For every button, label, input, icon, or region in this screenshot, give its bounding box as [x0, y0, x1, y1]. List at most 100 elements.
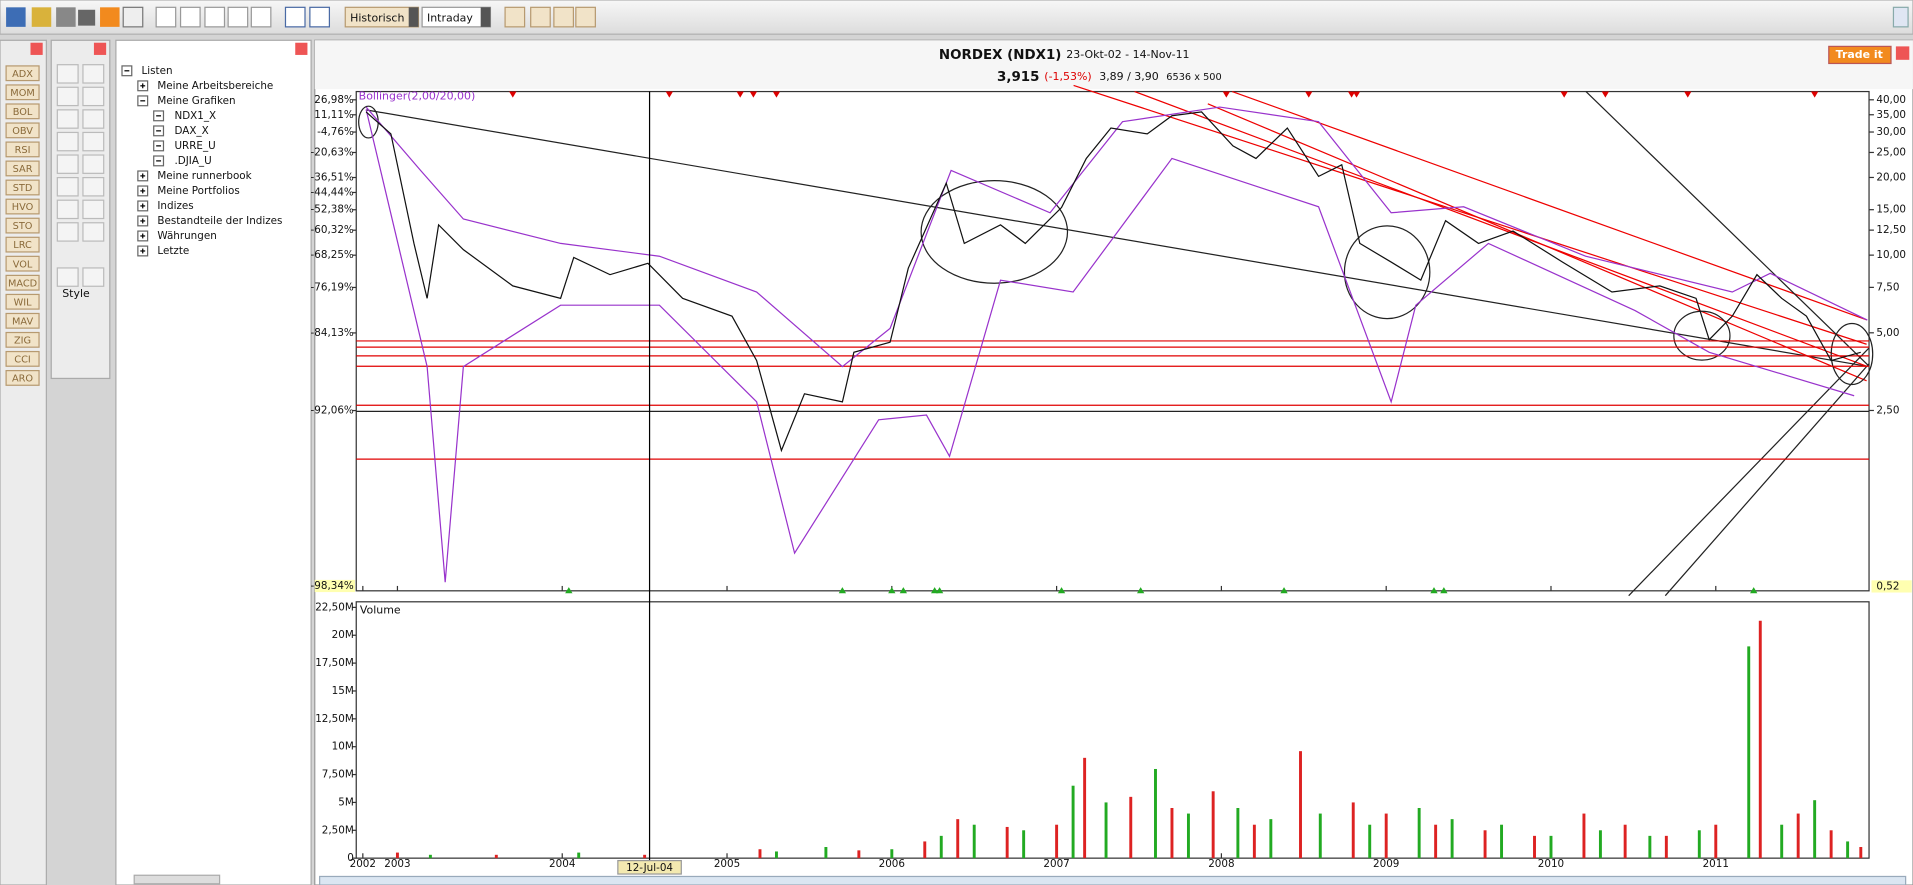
chart-bar-icon[interactable]	[179, 6, 201, 28]
chart-line-icon[interactable]	[155, 6, 177, 28]
open-icon[interactable]	[31, 7, 52, 27]
tool-button[interactable]	[82, 267, 105, 287]
tool-button[interactable]	[56, 267, 79, 287]
tool-button[interactable]	[56, 154, 79, 174]
chart-area-icon[interactable]	[227, 6, 249, 28]
list-icon[interactable]	[284, 6, 306, 28]
indicator-button[interactable]	[5, 198, 40, 215]
chart-candle-icon[interactable]	[204, 6, 226, 28]
tree-item[interactable]: Meine runnerbook	[157, 170, 251, 182]
indicator-button[interactable]	[5, 274, 40, 291]
tool-button[interactable]	[56, 131, 79, 152]
tool-button[interactable]	[82, 109, 105, 129]
chart-scrollbar[interactable]	[319, 875, 1907, 885]
trade-button[interactable]	[1828, 45, 1892, 65]
tools-icon[interactable]	[56, 7, 76, 27]
volume-bar	[1417, 807, 1421, 859]
tool-button[interactable]	[82, 222, 105, 242]
tool-button[interactable]	[82, 177, 105, 197]
indicator-button[interactable]	[5, 141, 40, 158]
indicator-label[interactable]: HVO	[12, 202, 34, 213]
dropdown-arrow[interactable]	[408, 7, 419, 27]
tree-item[interactable]: URRE_U	[174, 140, 215, 152]
tree-item[interactable]: .DJIA_U	[174, 155, 211, 167]
help-icon[interactable]	[1892, 6, 1909, 28]
indicator-button[interactable]	[5, 350, 40, 367]
save-icon[interactable]	[6, 7, 26, 27]
indicator-button[interactable]	[5, 369, 40, 386]
tree-item[interactable]: Meine Portfolios	[157, 185, 239, 197]
print-icon[interactable]	[78, 9, 96, 26]
indicator-button[interactable]	[5, 236, 40, 253]
indicator-button[interactable]	[5, 255, 40, 272]
window-icon[interactable]	[553, 6, 575, 28]
indicator-label[interactable]: ZIG	[14, 335, 31, 346]
tree-item[interactable]: Bestandteile der Indizes	[157, 215, 282, 227]
dropdown-arrow[interactable]	[480, 7, 491, 27]
chart-compare-icon[interactable]	[250, 6, 272, 28]
indicator-button[interactable]	[5, 217, 40, 234]
table-icon[interactable]	[309, 6, 331, 28]
tree-item[interactable]: Meine Grafiken	[157, 95, 235, 107]
tool-button[interactable]	[82, 64, 105, 84]
tool-button[interactable]	[56, 177, 79, 197]
tree-item[interactable]: Indizes	[157, 200, 193, 212]
indicator-label[interactable]: ADX	[12, 69, 33, 80]
tool-button[interactable]	[82, 86, 105, 107]
indicator-button[interactable]	[5, 179, 40, 196]
indicator-label[interactable]: OBV	[12, 126, 33, 137]
indicator-label[interactable]: ARO	[12, 374, 33, 385]
tool-button[interactable]	[56, 109, 79, 129]
tool-button[interactable]	[56, 86, 79, 107]
indicator-label[interactable]: LRC	[13, 240, 32, 251]
adx-icon[interactable]	[530, 6, 551, 28]
trendline	[1628, 347, 1870, 597]
user-icon[interactable]	[100, 7, 120, 27]
indicator-label[interactable]: CCI	[14, 354, 30, 365]
indicator-label[interactable]: WIL	[14, 297, 33, 308]
indicator-label[interactable]: SAR	[13, 164, 33, 175]
indicator-label[interactable]: BOL	[13, 107, 33, 118]
indicator-button[interactable]	[5, 160, 40, 177]
indicator-button[interactable]	[5, 84, 40, 101]
tool-button[interactable]	[82, 199, 105, 220]
tree-item[interactable]: Meine Arbeitsbereiche	[157, 80, 273, 92]
tool-button[interactable]	[56, 199, 79, 220]
scrollbar[interactable]	[133, 874, 221, 885]
indicator-label[interactable]: VOL	[13, 259, 33, 270]
indicator-label[interactable]: RSI	[15, 145, 31, 156]
indicator-button[interactable]	[5, 293, 40, 310]
indicator-button[interactable]	[5, 312, 40, 329]
close-button[interactable]	[1895, 46, 1910, 60]
close-button[interactable]	[295, 42, 308, 55]
tree-item[interactable]: Letzte	[157, 245, 189, 257]
indicator-label[interactable]: STD	[13, 183, 33, 194]
close-button[interactable]	[93, 42, 107, 55]
window-icon[interactable]	[575, 6, 596, 28]
volume-bar	[1829, 830, 1833, 859]
tree-item[interactable]: Währungen	[157, 230, 216, 242]
indicator-button[interactable]	[5, 103, 40, 120]
indicator-button[interactable]	[5, 65, 40, 82]
tree-item[interactable]: NDX1_X	[174, 110, 216, 122]
tool-button[interactable]	[82, 154, 105, 174]
tree-item[interactable]: DAX_X	[174, 125, 208, 137]
volume-bar	[395, 852, 399, 859]
layout-icon[interactable]	[122, 6, 144, 28]
indicator-label[interactable]: STO	[13, 221, 33, 232]
volume-bar	[857, 850, 861, 859]
close-button[interactable]	[30, 42, 43, 55]
tool-button[interactable]	[56, 222, 79, 242]
tool-button[interactable]	[56, 64, 79, 84]
tool-button[interactable]	[82, 131, 105, 152]
y-tick-label: 25,00	[1876, 146, 1906, 158]
tree-item[interactable]: Listen	[142, 65, 173, 77]
indicator-label[interactable]: MACD	[8, 278, 37, 289]
indicator-label[interactable]: MAV	[12, 316, 33, 327]
indicator-button[interactable]	[5, 122, 40, 139]
indicator-button[interactable]	[5, 331, 40, 348]
sell-signal	[736, 91, 744, 98]
draw-icon[interactable]	[504, 6, 526, 28]
indicator-label[interactable]: MOM	[10, 88, 34, 99]
trade-button-label[interactable]: Trade it	[1836, 48, 1883, 61]
